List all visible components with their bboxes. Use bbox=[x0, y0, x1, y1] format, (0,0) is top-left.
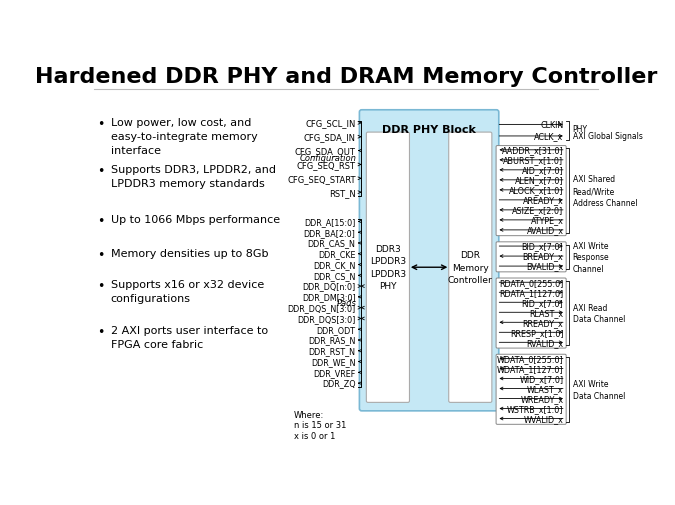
Text: DDR_DQS[3:0]: DDR_DQS[3:0] bbox=[297, 314, 356, 323]
Text: AXI Write
Data Channel: AXI Write Data Channel bbox=[572, 379, 625, 400]
Text: DDR_A[15:0]: DDR_A[15:0] bbox=[304, 218, 356, 226]
Text: ACLK_x: ACLK_x bbox=[534, 132, 564, 141]
Text: DDR
Memory
Controller: DDR Memory Controller bbox=[448, 251, 493, 285]
Text: •: • bbox=[98, 249, 105, 262]
Text: Supports DDR3, LPDDR2, and
LPDDR3 memory standards: Supports DDR3, LPDDR2, and LPDDR3 memory… bbox=[111, 164, 275, 188]
FancyBboxPatch shape bbox=[496, 146, 566, 236]
Text: AXI Global Signals: AXI Global Signals bbox=[572, 131, 643, 140]
FancyBboxPatch shape bbox=[496, 278, 566, 348]
Text: Up to 1066 Mbps performance: Up to 1066 Mbps performance bbox=[111, 214, 280, 224]
Text: DDR_CK_N: DDR_CK_N bbox=[313, 261, 356, 270]
Text: Pads: Pads bbox=[336, 298, 356, 307]
Text: AREADY_x: AREADY_x bbox=[522, 196, 564, 205]
Text: CFG_SDA_IN: CFG_SDA_IN bbox=[304, 133, 356, 142]
Text: RRESP_x[1:0]: RRESP_x[1:0] bbox=[510, 328, 564, 337]
Text: Configuration: Configuration bbox=[300, 154, 356, 163]
Text: DDR_CKE: DDR_CKE bbox=[318, 250, 356, 259]
Text: RDATA_1[127:0]: RDATA_1[127:0] bbox=[500, 288, 564, 297]
Text: Supports x16 or x32 device
configurations: Supports x16 or x32 device configuration… bbox=[111, 280, 264, 304]
Text: PHY: PHY bbox=[572, 124, 588, 133]
Text: WVALID_x: WVALID_x bbox=[524, 414, 564, 423]
Text: AVALID_x: AVALID_x bbox=[526, 226, 564, 235]
Text: DDR_CS_N: DDR_CS_N bbox=[313, 271, 356, 280]
FancyBboxPatch shape bbox=[367, 133, 410, 402]
Text: RDATA_0[255:0]: RDATA_0[255:0] bbox=[499, 278, 564, 287]
Text: DDR PHY Block: DDR PHY Block bbox=[382, 125, 476, 135]
Text: Memory densities up to 8Gb: Memory densities up to 8Gb bbox=[111, 249, 268, 259]
FancyBboxPatch shape bbox=[496, 355, 566, 425]
Text: Low power, low cost, and
easy-to-integrate memory
interface: Low power, low cost, and easy-to-integra… bbox=[111, 118, 257, 156]
Text: DDR_CAS_N: DDR_CAS_N bbox=[308, 239, 356, 248]
Text: DDR3
LPDDR3
LPDDR3
PHY: DDR3 LPDDR3 LPDDR3 PHY bbox=[370, 244, 406, 291]
Text: WREADY_x: WREADY_x bbox=[520, 394, 564, 403]
Text: Hardened DDR PHY and DRAM Memory Controller: Hardened DDR PHY and DRAM Memory Control… bbox=[34, 67, 657, 87]
Text: BID_x[7:0]: BID_x[7:0] bbox=[522, 242, 564, 251]
Text: ASIZE_x[2:0]: ASIZE_x[2:0] bbox=[512, 206, 564, 215]
Text: CFG_SEQ_RST: CFG_SEQ_RST bbox=[296, 161, 356, 170]
Text: WDATA_1[127:0]: WDATA_1[127:0] bbox=[497, 364, 564, 373]
Text: RREADY_x: RREADY_x bbox=[522, 318, 564, 327]
FancyBboxPatch shape bbox=[496, 242, 566, 272]
Text: ABURST_x[1:0]: ABURST_x[1:0] bbox=[504, 156, 564, 165]
Text: DDR_ZQ: DDR_ZQ bbox=[322, 379, 356, 388]
Text: RID_x[7:0]: RID_x[7:0] bbox=[522, 298, 564, 307]
Text: BREADY_x: BREADY_x bbox=[522, 252, 564, 261]
Text: BVALID_x: BVALID_x bbox=[526, 262, 564, 271]
Text: DDR_WE_N: DDR_WE_N bbox=[311, 358, 356, 366]
Text: AADDR_x[31:0]: AADDR_x[31:0] bbox=[502, 146, 564, 155]
Text: AID_x[7:0]: AID_x[7:0] bbox=[522, 166, 564, 175]
Text: CLKIN: CLKIN bbox=[540, 121, 564, 130]
FancyBboxPatch shape bbox=[359, 111, 499, 411]
Text: DDR_RST_N: DDR_RST_N bbox=[308, 346, 356, 356]
Text: CFG_SDA_OUT: CFG_SDA_OUT bbox=[295, 147, 356, 156]
Text: DDR_DQS_N[3:0]: DDR_DQS_N[3:0] bbox=[288, 304, 356, 313]
Text: ALOCK_x[1:0]: ALOCK_x[1:0] bbox=[509, 186, 564, 195]
Text: CFG_SCL_IN: CFG_SCL_IN bbox=[305, 119, 356, 128]
Text: AXI Write
Response
Channel: AXI Write Response Channel bbox=[572, 241, 610, 274]
Text: RLAST_x: RLAST_x bbox=[529, 308, 564, 317]
Text: WSTRB_x[1:0]: WSTRB_x[1:0] bbox=[507, 404, 564, 413]
Text: RVALID_x: RVALID_x bbox=[526, 338, 564, 347]
Text: 2 AXI ports user interface to
FPGA core fabric: 2 AXI ports user interface to FPGA core … bbox=[111, 326, 268, 349]
Text: AXI Shared
Read/Write
Address Channel: AXI Shared Read/Write Address Channel bbox=[572, 175, 637, 208]
Text: WLAST_x: WLAST_x bbox=[527, 384, 564, 393]
Text: ATYPE_x: ATYPE_x bbox=[531, 216, 564, 225]
Text: DDR_BA[2:0]: DDR_BA[2:0] bbox=[304, 228, 356, 237]
Text: DDR_DM[3:0]: DDR_DM[3:0] bbox=[302, 293, 356, 302]
Text: DDR_RAS_N: DDR_RAS_N bbox=[308, 336, 356, 345]
Text: •: • bbox=[98, 164, 105, 177]
Text: CFG_SEQ_START: CFG_SEQ_START bbox=[287, 174, 356, 183]
Text: DDR_VREF: DDR_VREF bbox=[313, 368, 356, 377]
Text: ALEN_x[7:0]: ALEN_x[7:0] bbox=[515, 176, 564, 185]
Text: AXI Read
Data Channel: AXI Read Data Channel bbox=[572, 303, 625, 324]
Text: WID_x[7:0]: WID_x[7:0] bbox=[519, 374, 564, 383]
Text: WDATA_0[255:0]: WDATA_0[255:0] bbox=[497, 355, 564, 363]
Text: Where:
n is 15 or 31
x is 0 or 1: Where: n is 15 or 31 x is 0 or 1 bbox=[294, 410, 346, 440]
Text: DDR_ODT: DDR_ODT bbox=[317, 325, 356, 334]
Text: •: • bbox=[98, 118, 105, 131]
Text: •: • bbox=[98, 280, 105, 292]
FancyBboxPatch shape bbox=[449, 133, 492, 402]
Text: DDR_DQ[n:0]: DDR_DQ[n:0] bbox=[302, 282, 356, 291]
Text: •: • bbox=[98, 214, 105, 227]
Text: RST_N: RST_N bbox=[329, 188, 356, 197]
Text: •: • bbox=[98, 326, 105, 339]
